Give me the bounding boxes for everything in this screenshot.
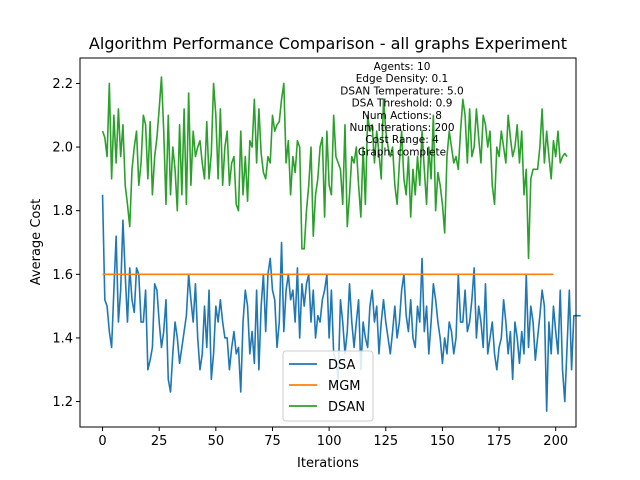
x-tick-label: 50: [208, 434, 225, 449]
y-tick-label: 1.4: [52, 331, 73, 346]
annotation-line: Num Iterations: 200: [350, 122, 455, 134]
annotation-line: Agents: 10: [374, 61, 431, 73]
x-tick-label: 125: [373, 434, 398, 449]
legend-label-dsa: DSA: [328, 358, 356, 373]
legend-label-dsan: DSAN: [328, 400, 365, 415]
x-axis: 0 25 50 75 100 125 150 175 200: [98, 427, 568, 449]
annotation-line: DSAN Temperature: 5.0: [340, 85, 463, 97]
x-tick-label: 200: [543, 434, 568, 449]
x-tick-label: 0: [98, 434, 106, 449]
y-tick-label: 1.8: [52, 204, 73, 219]
legend-box: [282, 350, 374, 422]
annotation-line: Num Actions: 8: [362, 110, 442, 122]
x-tick-label: 100: [317, 434, 342, 449]
annotation-line: Cost Range: 4: [365, 134, 439, 146]
chart-title: Algorithm Performance Comparison - all g…: [89, 34, 567, 53]
annotation-line: Graph: complete: [358, 146, 446, 158]
annotation-line: Edge Density: 0.1: [356, 73, 449, 85]
series-line-dsan: [101, 76, 568, 260]
y-tick-label: 2.0: [52, 141, 73, 156]
x-axis-label: Iterations: [297, 456, 359, 471]
series-layer: [101, 76, 581, 412]
annotation-line: DSA Threshold: 0.9: [352, 98, 453, 110]
y-tick-label: 1.6: [52, 268, 73, 283]
legend-label-mgm: MGM: [328, 379, 361, 394]
series-line-dsa: [101, 194, 581, 412]
y-axis: 1.2 1.4 1.6 1.8 2.0 2.2: [52, 77, 80, 410]
x-tick-label: 150: [430, 434, 455, 449]
y-axis-label: Average Cost: [29, 199, 44, 285]
y-tick-label: 2.2: [52, 77, 73, 92]
x-tick-label: 75: [264, 434, 281, 449]
y-tick-label: 1.2: [52, 395, 73, 410]
x-tick-label: 25: [151, 434, 168, 449]
x-tick-label: 175: [487, 434, 512, 449]
legend: DSA MGM DSAN: [282, 350, 374, 422]
plot-frame: [79, 57, 577, 428]
